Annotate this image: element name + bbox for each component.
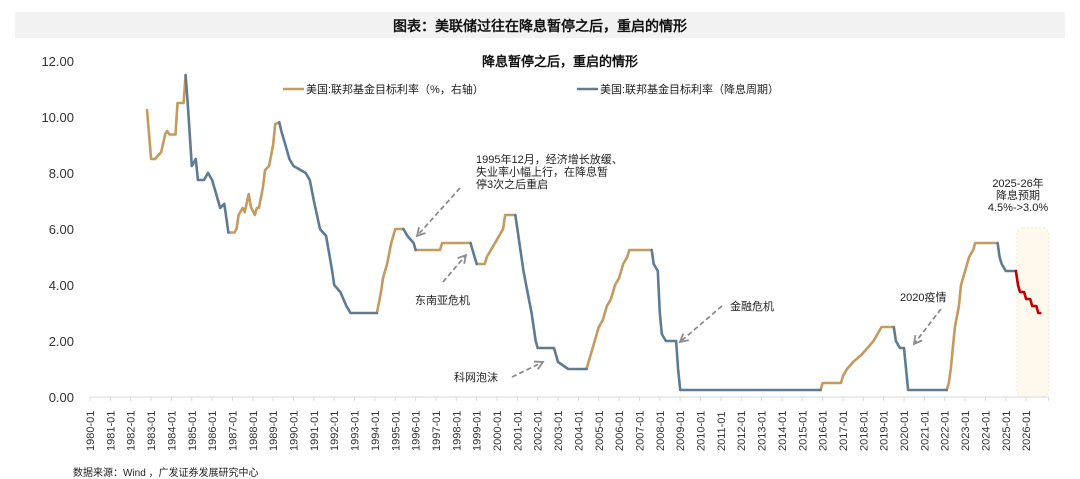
series-line-hike [414, 241, 472, 252]
forecast-band [1016, 227, 1049, 398]
annotation-forecast: 降息预期 [996, 188, 1040, 202]
y-tick-label: 12.00 [41, 54, 74, 69]
legend-label-cut: 美国:联邦基金目标利率（降息周期） [600, 82, 779, 96]
x-tick-label: 2004-01 [573, 411, 585, 451]
x-tick-label: 1985-01 [187, 411, 199, 451]
annotation-covid: 2020疫情 [900, 290, 946, 304]
x-tick-label: 2003-01 [553, 411, 565, 451]
y-tick-label: 6.00 [49, 222, 74, 237]
series-line-hike [375, 227, 405, 315]
annotation-1995: 停3次之后重启 [476, 177, 548, 191]
x-tick-label: 2008-01 [655, 411, 667, 451]
annotation-gfc: 金融危机 [730, 299, 774, 313]
x-tick-label: 2005-01 [594, 411, 606, 451]
series-line-hike [585, 248, 654, 371]
x-tick-label: 2018-01 [858, 411, 870, 451]
x-tick-label: 2020-01 [899, 411, 911, 451]
series-line-cut [277, 121, 379, 315]
chart-title: 降息暂停之后，重启的情形 [482, 54, 638, 69]
series-line-cut [184, 73, 230, 234]
x-tick-label: 2007-01 [634, 411, 646, 451]
series-line-hike [475, 213, 517, 266]
x-tick-label: 1986-01 [207, 411, 219, 451]
x-tick-label: 1998-01 [451, 411, 463, 451]
annotation-arrow-covid [913, 308, 942, 345]
x-tick-label: 2009-01 [675, 411, 687, 451]
y-tick-label: 2.00 [49, 334, 74, 349]
x-tick-label: 2001-01 [512, 411, 524, 451]
x-tick-label: 2010-01 [696, 411, 708, 451]
x-tick-label: 1993-01 [350, 411, 362, 451]
x-tick-label: 1980-01 [85, 411, 97, 451]
annotation-arrow-dotcom [511, 361, 544, 378]
x-tick-label: 1983-01 [146, 411, 158, 451]
x-tick-label: 2019-01 [879, 411, 891, 451]
x-tick-label: 2023-01 [960, 411, 972, 451]
x-tick-label: 2000-01 [492, 411, 504, 451]
annotation-arrow-asia [442, 254, 467, 283]
annotation-arrow-asia-head [457, 253, 468, 264]
annotation-asia-crisis: 东南亚危机 [415, 293, 470, 307]
annotation-dotcom: 科网泡沫 [454, 370, 498, 384]
x-tick-label: 2017-01 [838, 411, 850, 451]
annotation-arrow-dotcom-head [533, 360, 545, 370]
y-tick-label: 0.00 [49, 390, 74, 405]
x-tick-label: 2006-01 [614, 411, 626, 451]
y-tick-label: 10.00 [41, 110, 74, 125]
x-tick-label: 2025-01 [1001, 411, 1013, 451]
x-tick-label: 2021-01 [919, 411, 931, 451]
x-tick-label: 2013-01 [757, 411, 769, 451]
x-tick-label: 2002-01 [533, 411, 545, 451]
series-line-hike [145, 73, 187, 161]
x-tick-label: 2012-01 [736, 411, 748, 451]
x-tick-label: 1995-01 [390, 411, 402, 451]
x-tick-label: 2016-01 [818, 411, 830, 451]
x-tick-label: 2026-01 [1021, 411, 1033, 451]
header-band: 图表：美联储过往在降息暂停之后，重启的情形 [15, 12, 1065, 38]
series-line-cut [513, 213, 588, 371]
x-tick-label: 1994-01 [370, 411, 382, 451]
x-tick-label: 1990-01 [289, 411, 301, 451]
series-line-cut [996, 241, 1018, 273]
annotation-arrow-covid-head [912, 334, 923, 346]
series-line-cut [402, 227, 417, 252]
annotation-forecast: 4.5%->3.0% [988, 202, 1048, 214]
x-tick-label: 1988-01 [248, 411, 260, 451]
series-line-cut [892, 325, 949, 392]
annotation-arrow-gfc-head [678, 333, 689, 344]
annotation-forecast: 2025-26年 [992, 176, 1043, 190]
legend-label-hike: 美国:联邦基金目标利率（%，右轴） [306, 82, 484, 96]
x-tick-label: 1992-01 [329, 411, 341, 451]
x-tick-label: 1981-01 [105, 411, 117, 451]
x-tick-label: 1999-01 [472, 411, 484, 451]
series-line-forecast [1014, 269, 1042, 315]
x-tick-label: 1984-01 [166, 411, 178, 451]
x-tick-label: 2014-01 [777, 411, 789, 451]
series-line-hike [819, 325, 896, 392]
x-tick-label: 2024-01 [980, 411, 992, 451]
annotation-1995: 失业率小幅上行，在降息暂 [476, 165, 608, 179]
x-tick-label: 1987-01 [227, 411, 239, 451]
x-tick-label: 1982-01 [126, 411, 138, 451]
x-tick-label: 1996-01 [411, 411, 423, 451]
series-line-hike [227, 121, 281, 234]
header-title: 图表：美联储过往在降息暂停之后，重启的情形 [393, 18, 687, 34]
series-line-hike [945, 241, 999, 392]
y-tick-label: 8.00 [49, 166, 74, 181]
x-tick-label: 1991-01 [309, 411, 321, 451]
x-tick-label: 2022-01 [940, 411, 952, 451]
annotation-arrow-1995-head [415, 227, 426, 238]
source-note: 数据来源：Wind ，广发证券发展研究中心 [73, 468, 259, 479]
x-tick-label: 2011-01 [716, 411, 728, 451]
y-tick-label: 4.00 [49, 278, 74, 293]
x-tick-label: 1997-01 [431, 411, 443, 451]
series-line-cut [650, 248, 822, 392]
x-tick-label: 1989-01 [268, 411, 280, 451]
annotation-1995: 1995年12月，经济增长放缓、 [476, 152, 623, 166]
x-tick-label: 2015-01 [797, 411, 809, 451]
series-line-cut [469, 241, 479, 266]
annotation-arrow-gfc [679, 305, 723, 343]
annotation-arrow-1995 [416, 187, 461, 237]
